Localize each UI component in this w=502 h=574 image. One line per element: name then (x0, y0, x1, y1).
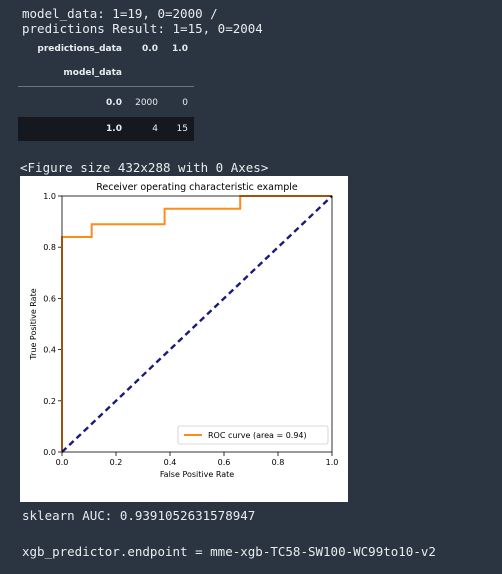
table-row: 0.0 2000 0 (18, 91, 194, 115)
roc-figure: Receiver operating characteristic exampl… (20, 176, 348, 502)
table-cell: 15 (176, 124, 188, 134)
legend-box (177, 425, 329, 445)
x-tick-label: 0.6 (218, 458, 231, 467)
table-row: 1.0 4 15 (18, 117, 194, 141)
output-line-model-data: model_data: 1=19, 0=2000 / (22, 6, 218, 21)
y-tick-label: 0.2 (43, 397, 56, 406)
legend-label: ROC curve (area = 0.94) (208, 431, 307, 440)
auc-output: sklearn AUC: 0.9391052631578947 (22, 508, 256, 523)
y-tick-label: 0.8 (43, 243, 56, 252)
table-index-name-row: model_data (18, 60, 194, 87)
x-tick-label: 0.8 (272, 458, 285, 467)
x-tick-label: 0.2 (110, 458, 123, 467)
table-cell: 0 (182, 98, 188, 108)
chart-title: Receiver operating characteristic exampl… (96, 182, 298, 193)
column-label: 0.0 (142, 44, 158, 54)
plot-frame (61, 195, 333, 453)
y-tick-label: 0.6 (43, 294, 56, 303)
roc-curve-line (61, 195, 332, 452)
x-tick-label: 0.0 (56, 458, 69, 467)
crosstab-table: predictions_data 0.0 1.0 model_data 0.0 … (18, 38, 194, 141)
row-label: 1.0 (106, 124, 122, 134)
row-axis-name: model_data (63, 68, 122, 78)
endpoint-output: xgb_predictor.endpoint = mme-xgb-TC58-SW… (22, 544, 436, 559)
table-header-row: predictions_data 0.0 1.0 (18, 38, 194, 60)
table-cell: 2000 (135, 98, 158, 108)
x-tick-label: 1.0 (326, 458, 339, 467)
chance-line (61, 195, 333, 453)
y-axis-label: True Positive Rate (29, 288, 38, 360)
y-tick-label: 0.4 (43, 346, 56, 355)
y-tick-label: 1.0 (43, 192, 56, 201)
row-label: 0.0 (106, 98, 122, 108)
x-tick-label: 0.4 (164, 458, 177, 467)
roc-chart: Receiver operating characteristic exampl… (29, 182, 339, 479)
table-cell: 4 (152, 124, 158, 134)
column-label: 1.0 (172, 44, 188, 54)
x-axis-label: False Positive Rate (160, 470, 234, 479)
figure-size-text: <Figure size 432x288 with 0 Axes> (20, 160, 269, 175)
y-tick-label: 0.0 (43, 448, 56, 457)
column-axis-name: predictions_data (37, 44, 122, 54)
output-line-predictions: predictions Result: 1=15, 0=2004 (22, 21, 263, 36)
